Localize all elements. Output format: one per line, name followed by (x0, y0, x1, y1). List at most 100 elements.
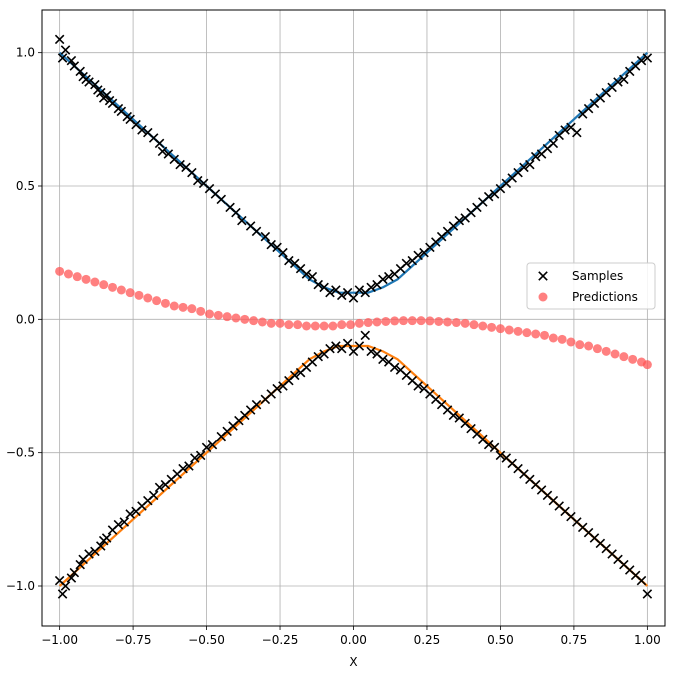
prediction-point (592, 344, 602, 354)
sample-point (251, 399, 262, 410)
prediction-point (293, 320, 303, 330)
y-axis: −1.0 −0.5 0.0 0.5 1.0 (6, 46, 42, 593)
sample-point (413, 381, 423, 391)
sample-point (113, 519, 124, 530)
prediction-point (319, 321, 329, 331)
sample-point (57, 589, 68, 599)
prediction-point (169, 301, 179, 311)
prediction-point (451, 318, 461, 328)
sample-point (331, 341, 341, 351)
sample-point (560, 125, 570, 135)
sample-point (54, 34, 65, 45)
prediction-point (416, 316, 426, 326)
prediction-point (257, 317, 267, 327)
legend-marker-predictions (538, 292, 548, 302)
prediction-point (504, 325, 514, 335)
sample-point (413, 250, 423, 261)
sample-point (119, 517, 130, 527)
prediction-point (187, 304, 197, 314)
prediction-point (222, 312, 232, 322)
prediction-point (90, 277, 100, 287)
prediction-point (231, 313, 241, 323)
prediction-point (522, 328, 532, 338)
y-tick-label: −0.5 (6, 446, 35, 460)
x-tick-label: −1.00 (41, 633, 78, 647)
prediction-point (390, 316, 400, 326)
sample-point (325, 287, 335, 298)
prediction-point (540, 330, 550, 340)
prediction-point (443, 317, 453, 327)
prediction-point (160, 298, 170, 308)
x-tick-label: −0.25 (262, 633, 299, 647)
x-axis: −1.00 −0.75 −0.50 −0.25 0.00 0.25 0.50 0.75 1.00 (41, 626, 661, 647)
prediction-point (548, 333, 558, 343)
sample-point (383, 271, 394, 282)
sample-point (251, 226, 262, 237)
y-tick-label: 0.0 (16, 312, 35, 326)
prediction-point (99, 280, 109, 290)
prediction-point (310, 321, 320, 331)
sample-point (642, 53, 653, 63)
plot-series (54, 34, 653, 599)
sample-point (642, 589, 653, 599)
prediction-point (495, 324, 505, 334)
sample-point (401, 258, 412, 269)
prediction-point (266, 318, 276, 328)
legend-x-marker (538, 271, 548, 281)
sample-point (187, 167, 197, 178)
sample-point (201, 442, 212, 453)
prediction-point (557, 334, 567, 344)
prediction-point (487, 322, 497, 332)
x-tick-label: 0.00 (340, 633, 367, 647)
prediction-point (196, 306, 206, 316)
sample-point (572, 127, 582, 138)
sample-point (636, 575, 647, 586)
prediction-point (619, 352, 629, 362)
prediction-point (143, 293, 153, 303)
x-tick-label: 0.25 (414, 633, 441, 647)
sample-point (216, 194, 227, 205)
sample-point (325, 343, 335, 354)
prediction-point (398, 316, 408, 326)
prediction-point (425, 316, 435, 326)
sample-point (125, 509, 135, 519)
sample-point (378, 274, 388, 285)
sample-point (366, 346, 376, 357)
sample-point (354, 285, 365, 295)
sample-point (366, 282, 376, 293)
prediction-point (346, 320, 356, 330)
sample-point (57, 53, 68, 63)
sample-point (354, 341, 365, 351)
sample-point (360, 330, 371, 341)
sample-point (184, 461, 194, 471)
sample-point (84, 77, 94, 87)
prediction-point (566, 337, 576, 347)
prediction-point (240, 314, 250, 324)
sample-point (75, 559, 85, 570)
prediction-point (381, 316, 391, 326)
prediction-point (205, 309, 215, 319)
prediction-point (81, 274, 91, 284)
sample-point (530, 151, 541, 162)
x-axis-label: X (349, 655, 357, 669)
legend: Samples Predictions (526, 262, 656, 310)
sample-point (272, 383, 282, 394)
x-tick-label: 0.50 (487, 633, 514, 647)
sample-point (75, 66, 85, 77)
sample-point (192, 175, 203, 186)
x-tick-label: 0.75 (561, 633, 588, 647)
prediction-point (275, 318, 285, 328)
sample-point (489, 442, 500, 453)
y-tick-label: 1.0 (16, 46, 35, 60)
sample-point (148, 490, 159, 501)
sample-point (195, 450, 206, 461)
prediction-point (575, 340, 585, 350)
sample-point (495, 450, 506, 461)
prediction-point (63, 269, 73, 279)
sample-point (101, 533, 112, 543)
prediction-point (134, 290, 144, 300)
x-tick-label: 1.00 (634, 633, 661, 647)
sample-point (66, 573, 77, 583)
prediction-point (301, 321, 311, 331)
sample-point (157, 146, 168, 157)
